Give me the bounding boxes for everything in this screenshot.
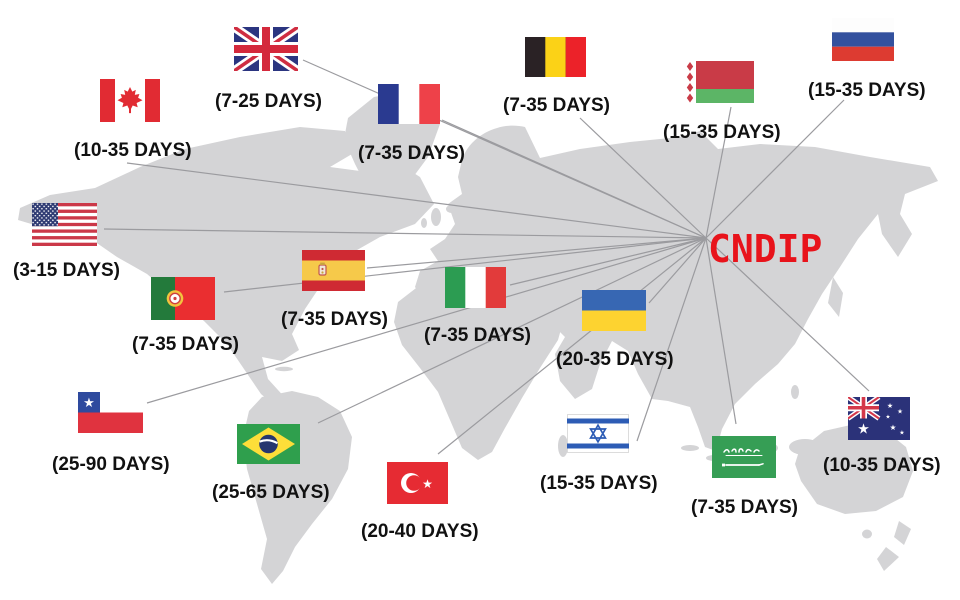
connector-chile	[146, 237, 707, 404]
island-japan	[828, 277, 843, 317]
flag-turkey: ★	[387, 462, 448, 504]
days-label-brazil: (25-65 DAYS)	[212, 482, 330, 503]
island-sumatra	[681, 445, 699, 451]
connector-usa	[103, 228, 707, 239]
days-label-turkey: (20-40 DAYS)	[361, 521, 479, 542]
connector-australia	[705, 237, 870, 392]
island-britain	[431, 208, 441, 226]
connector-turkey	[437, 237, 707, 455]
days-label-portugal: (7-35 DAYS)	[132, 334, 240, 355]
svg-text:★: ★	[899, 430, 904, 437]
flag-saudi-arabia	[712, 436, 776, 478]
days-label-italy: (7-35 DAYS)	[424, 325, 532, 346]
days-label-canada: (10-35 DAYS)	[74, 140, 192, 161]
flag-brazil	[237, 424, 300, 464]
island-new-zealand-south	[877, 547, 899, 571]
flag-portugal	[151, 277, 215, 320]
svg-text:★: ★	[83, 396, 95, 411]
days-label-australia: (10-35 DAYS)	[823, 455, 941, 476]
connector-italy	[509, 237, 707, 286]
flag-spain	[302, 250, 365, 291]
island-philippines	[791, 385, 799, 399]
days-label-belgium: (7-35 DAYS)	[503, 95, 611, 116]
connector-russia	[705, 99, 845, 239]
island-ireland	[421, 218, 427, 228]
connector-ukraine	[648, 237, 707, 304]
flag-united-states	[32, 203, 97, 246]
svg-text:★: ★	[890, 423, 897, 432]
flag-chile: ★	[78, 392, 143, 433]
flag-ukraine	[582, 290, 646, 331]
flag-belgium	[525, 37, 586, 77]
svg-text:★: ★	[897, 408, 903, 416]
days-label-russia: (15-35 DAYS)	[808, 80, 926, 101]
svg-text:★: ★	[886, 415, 891, 421]
island-cuba	[275, 366, 293, 372]
flag-russia	[832, 18, 894, 61]
flag-canada	[100, 79, 160, 122]
flag-australia: ★ ★ ★ ★ ★ ★	[848, 397, 910, 440]
continents	[18, 91, 938, 584]
flag-belarus	[684, 61, 754, 103]
flag-united-kingdom	[234, 27, 298, 71]
connector-israel	[636, 237, 707, 442]
continent-north-america	[18, 127, 434, 417]
svg-text:★: ★	[857, 422, 870, 438]
continent-africa	[394, 272, 565, 460]
days-label-saudi-arabia: (7-35 DAYS)	[691, 497, 799, 518]
svg-text:★: ★	[422, 477, 433, 491]
flag-italy	[445, 267, 506, 308]
days-label-belarus: (15-35 DAYS)	[663, 122, 781, 143]
days-label-chile: (25-90 DAYS)	[52, 454, 170, 475]
days-label-france: (7-35 DAYS)	[358, 143, 466, 164]
island-new-zealand-north	[894, 521, 911, 545]
island-madagascar	[558, 435, 568, 457]
continent-eurasia	[415, 125, 938, 451]
island-tasmania	[862, 529, 872, 539]
days-label-israel: (15-35 DAYS)	[540, 473, 658, 494]
connector-lines	[103, 59, 870, 455]
connector-spain	[366, 237, 707, 269]
brand-wordmark: CNDIP	[708, 227, 823, 271]
days-label-spain: (7-35 DAYS)	[281, 309, 389, 330]
connector-brazil	[317, 237, 707, 424]
connector-belarus	[705, 106, 732, 239]
flag-israel	[567, 414, 629, 453]
svg-text:★: ★	[887, 402, 893, 410]
days-label-united-states: (3-15 DAYS)	[13, 260, 121, 281]
connector-belgium	[579, 117, 707, 239]
days-label-ukraine: (20-35 DAYS)	[556, 349, 674, 370]
continent-australia	[795, 424, 913, 514]
days-label-united-kingdom: (7-25 DAYS)	[215, 91, 323, 112]
flag-france	[378, 84, 440, 124]
connector-france	[441, 119, 707, 239]
connector-saudi	[705, 237, 737, 425]
connector-canada	[126, 162, 707, 239]
